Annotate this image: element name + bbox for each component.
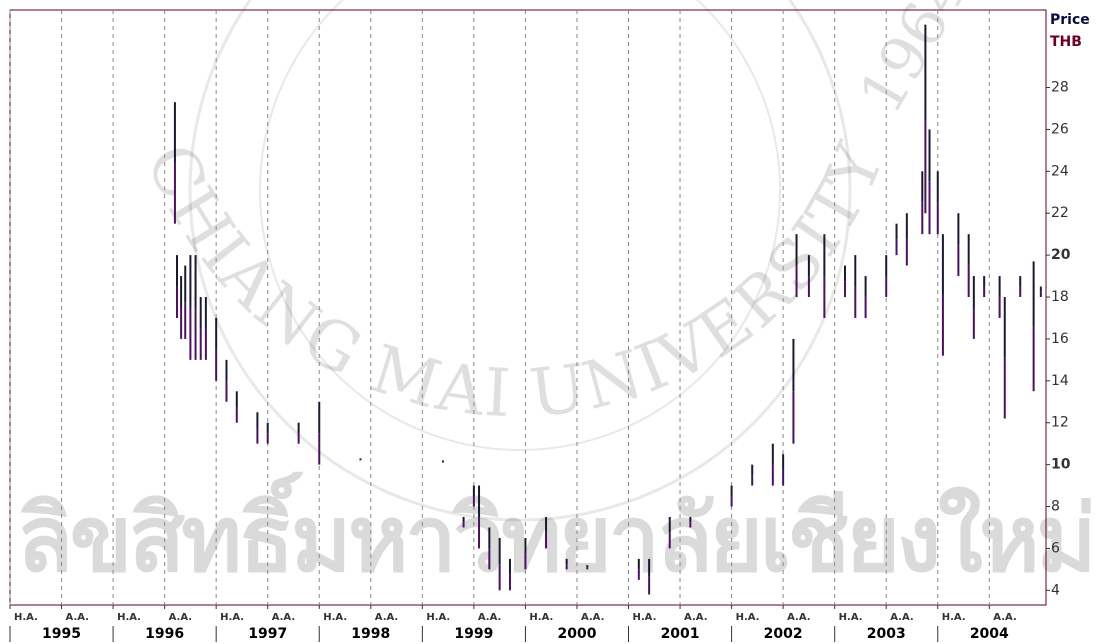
x-tick-label: H.A. [839, 612, 863, 623]
x-tick-label: H.A. [942, 612, 966, 623]
y-tick-label: 12 [1051, 415, 1069, 431]
year-label: 2002 [764, 626, 803, 642]
x-tick-label: H.A. [529, 612, 553, 623]
y-tick-label: 22 [1051, 205, 1069, 221]
watermark-year: 1964 [846, 0, 983, 125]
y-tick-label: 8 [1051, 499, 1060, 515]
year-label: 1998 [351, 626, 390, 642]
x-tick-label: A.A. [272, 612, 295, 623]
y-tick-label: 10 [1051, 457, 1071, 473]
x-tick-label: A.A. [993, 612, 1016, 623]
x-tick-label: A.A. [169, 612, 192, 623]
y-tick-label: 18 [1051, 289, 1069, 305]
y-tick-label: 6 [1051, 540, 1060, 556]
x-tick-label: A.A. [581, 612, 604, 623]
year-label: 2004 [970, 626, 1009, 642]
y-tick-label: 4 [1051, 582, 1060, 598]
x-tick-label: A.A. [787, 612, 810, 623]
y-tick-label: 20 [1051, 247, 1071, 263]
x-tick-label: A.A. [684, 612, 707, 623]
x-tick-label: A.A. [375, 612, 398, 623]
x-tick-label: H.A. [633, 612, 657, 623]
year-label: 1996 [145, 626, 184, 642]
watermark [188, 0, 852, 522]
x-tick-label: H.A. [14, 612, 38, 623]
watermark-ring [259, 0, 781, 451]
y-axis-unit: THB [1050, 34, 1082, 50]
watermark-thai: ลิขสิทธิ์มหาวิทยาลัยเชียงใหม่ [17, 470, 1097, 592]
y-tick-label: 24 [1051, 163, 1069, 179]
y-tick-label: 28 [1051, 80, 1069, 96]
x-tick-label: H.A. [426, 612, 450, 623]
year-label: 1997 [248, 626, 287, 642]
x-tick-label: A.A. [890, 612, 913, 623]
y-tick-label: 16 [1051, 331, 1069, 347]
y-axis-label: Price [1050, 12, 1090, 28]
year-label: 1995 [42, 626, 81, 642]
x-tick-label: H.A. [220, 612, 244, 623]
x-tick-label: H.A. [117, 612, 141, 623]
y-tick-label: 26 [1051, 121, 1069, 137]
year-label: 1999 [454, 626, 493, 642]
year-label: 2001 [661, 626, 700, 642]
watermark-ring [188, 0, 852, 522]
x-tick-label: H.A. [736, 612, 760, 623]
x-tick-label: A.A. [478, 612, 501, 623]
y-tick-label: 14 [1051, 373, 1069, 389]
x-tick-label: A.A. [66, 612, 89, 623]
x-tick-label: H.A. [323, 612, 347, 623]
year-label: 2003 [867, 626, 906, 642]
year-label: 2000 [557, 626, 596, 642]
